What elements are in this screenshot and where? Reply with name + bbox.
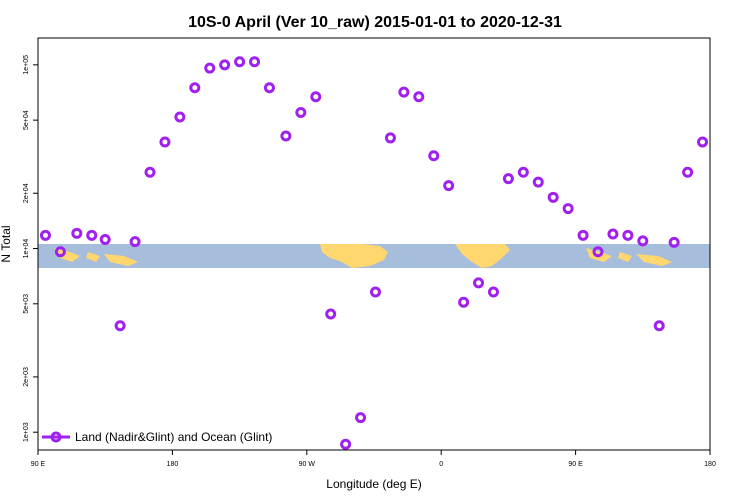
x-axis-label: Longitude (deg E)	[326, 477, 421, 491]
map-land-2	[54, 248, 80, 262]
data-point	[355, 412, 367, 424]
map-land-7	[636, 254, 672, 266]
data-point	[697, 136, 709, 148]
x-tick-label-3: 0	[439, 461, 443, 468]
data-point	[39, 229, 51, 241]
y-axis-label: N Total	[0, 225, 13, 262]
data-point	[653, 320, 665, 332]
y-tick-label-5: 5e+04	[23, 110, 30, 130]
x-axis: 90 E 180 90 W 0 90 E 180	[31, 450, 716, 468]
data-point	[310, 91, 322, 103]
data-point	[325, 308, 337, 320]
map-land-1	[455, 244, 510, 268]
data-point	[428, 150, 440, 162]
data-point	[637, 235, 649, 247]
plot-area	[37, 37, 711, 451]
x-tick-label-4: 90 E	[568, 461, 583, 468]
data-point	[54, 246, 66, 258]
data-point	[159, 136, 171, 148]
data-point	[682, 166, 694, 178]
data-point	[114, 320, 126, 332]
data-point	[99, 233, 111, 245]
data-point	[340, 438, 352, 450]
data-point	[204, 62, 216, 74]
data-point	[502, 173, 514, 185]
data-point	[174, 111, 186, 123]
data-point	[369, 286, 381, 298]
y-tick-label-3: 1e+04	[23, 239, 30, 259]
data-point	[398, 86, 410, 98]
data-point	[473, 277, 485, 289]
data-point	[547, 191, 559, 203]
data-point	[219, 59, 231, 71]
map-land-0	[320, 244, 388, 268]
data-point	[189, 82, 201, 94]
data-point	[413, 91, 425, 103]
x-tick-label-0: 90 E	[31, 461, 46, 468]
x-tick-label-1: 180	[167, 461, 179, 468]
data-point	[86, 229, 98, 241]
x-tick-label-2: 90 W	[299, 461, 316, 468]
data-point	[144, 166, 156, 178]
data-point	[263, 82, 275, 94]
data-point	[532, 176, 544, 188]
legend: Land (Nadir&Glint) and Ocean (Glint)	[42, 430, 272, 444]
data-points	[39, 56, 709, 450]
world-map-strip	[38, 244, 710, 268]
data-point	[487, 286, 499, 298]
data-point	[295, 107, 307, 119]
data-point	[71, 227, 83, 239]
y-tick-label-6: 1e+05	[23, 55, 30, 75]
y-tick-label-1: 2e+03	[23, 367, 30, 387]
data-point	[249, 56, 261, 68]
data-point	[458, 296, 470, 308]
data-point	[592, 246, 604, 258]
data-point	[562, 203, 574, 215]
data-point	[234, 56, 246, 68]
data-point	[443, 180, 455, 192]
data-point	[577, 229, 589, 241]
data-point	[607, 228, 619, 240]
map-land-6	[618, 252, 632, 262]
data-point	[129, 236, 141, 248]
map-land-4	[104, 254, 138, 266]
data-point	[280, 130, 292, 142]
data-point	[384, 132, 396, 144]
data-point	[668, 236, 680, 248]
y-tick-label-4: 2e+04	[23, 183, 30, 203]
data-point	[622, 229, 634, 241]
map-land-3	[86, 252, 100, 262]
x-tick-label-5: 180	[704, 461, 716, 468]
y-tick-label-0: 1e+03	[23, 422, 30, 442]
legend-label: Land (Nadir&Glint) and Ocean (Glint)	[75, 430, 272, 444]
y-axis: 1e+03 2e+03 5e+03 1e+04 2e+04 5e+04 1e+05	[23, 55, 38, 442]
legend-marker	[50, 431, 62, 443]
y-tick-label-2: 5e+03	[23, 294, 30, 314]
chart-title: 10S-0 April (Ver 10_raw) 2015-01-01 to 2…	[188, 14, 562, 31]
data-point	[517, 166, 529, 178]
